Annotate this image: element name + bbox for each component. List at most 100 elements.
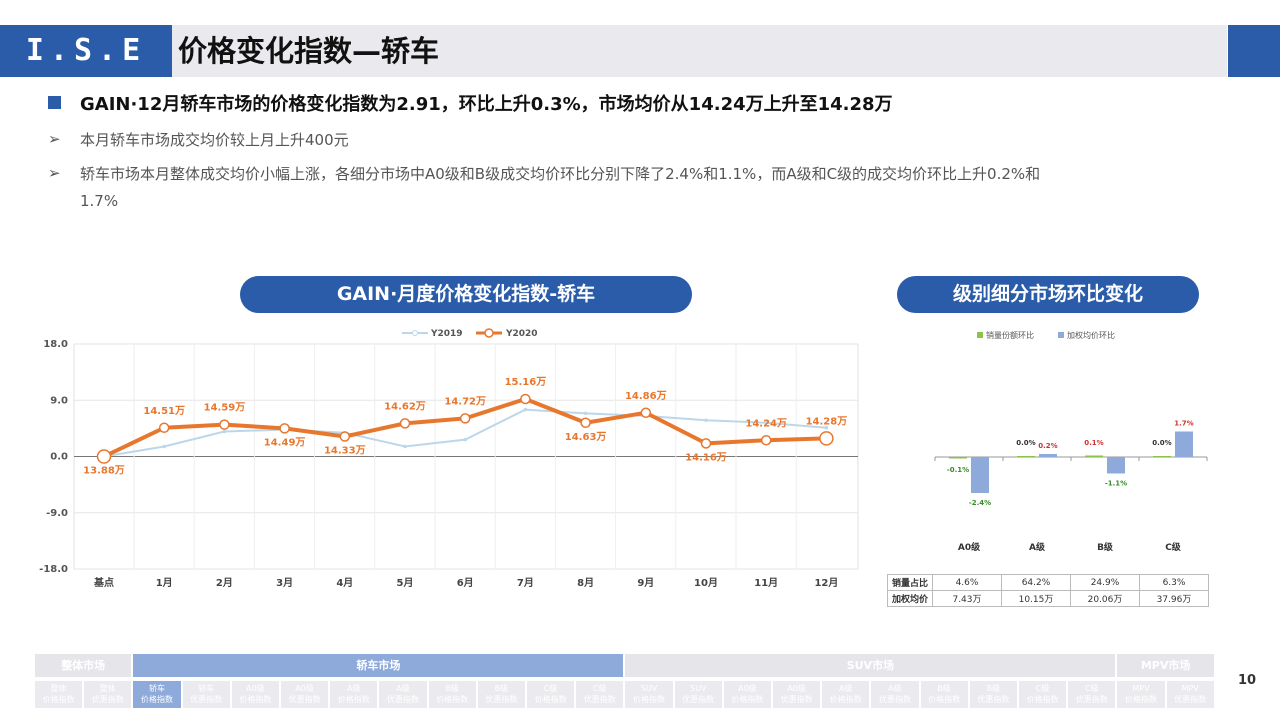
data-point-y2019 (523, 407, 528, 412)
table-cell: 10.15万 (1001, 590, 1071, 607)
data-label-price: -1.1% (1105, 480, 1127, 488)
x-tick-label: 4月 (336, 577, 353, 589)
data-label-share: 0.0% (1152, 439, 1171, 447)
nav-item-sublabel: 价格指数 (928, 695, 961, 704)
nav-item[interactable]: A0级 价格指数 (231, 681, 279, 708)
nav-item-label: 整体 (50, 684, 67, 693)
nav-item[interactable]: A级优惠指数 (871, 681, 919, 708)
nav-item[interactable]: C级 优惠指数 (1068, 681, 1116, 708)
x-tick-label: 3月 (276, 577, 293, 589)
data-label-share: -0.1% (947, 466, 969, 474)
legend-label-price: 加权均价环比 (1067, 330, 1115, 340)
data-label-y2020: 15.16万 (505, 376, 547, 388)
nav-item-sublabel: 价格指数 (436, 695, 469, 704)
nav-item[interactable]: A级 价格指数 (330, 681, 378, 708)
nav-item-label: C级 (543, 684, 558, 693)
data-label-y2020: 14.86万 (625, 390, 667, 402)
data-label-y2020: 13.88万 (83, 465, 125, 477)
table-cell: 20.06万 (1070, 590, 1140, 607)
data-point-y2019 (704, 418, 708, 423)
category-label: A0级 (958, 541, 981, 553)
nav-item[interactable]: B级价格指数 (920, 681, 968, 708)
summary-bullet-2-continued: 1.7% (80, 192, 119, 210)
header-accent-block (1228, 25, 1280, 77)
nav-item-label: B级 (937, 684, 951, 693)
nav-item[interactable]: A级价格指数 (822, 681, 870, 708)
nav-item-label: C级 (592, 684, 607, 693)
table-row: 销量占比 4.6% 64.2% 24.9% 6.3% (887, 574, 1209, 591)
x-tick-label: 5月 (397, 577, 414, 589)
nav-item-sublabel: 价格指数 (829, 695, 862, 704)
nav-item[interactable]: C级 价格指数 (527, 681, 575, 708)
nav-item[interactable]: A0级 优惠指数 (773, 681, 821, 708)
bar-price (1039, 454, 1057, 457)
nav-item-sublabel: 优惠指数 (485, 695, 518, 704)
nav-item[interactable]: SUV 优惠指数 (674, 681, 722, 708)
nav-section-4[interactable]: MPV市场 (1117, 654, 1214, 677)
nav-item-sublabel: 价格指数 (42, 695, 75, 704)
category-label: C级 (1165, 541, 1182, 553)
table-cell: 24.9% (1070, 574, 1140, 591)
section-navigation: 整体市场 轿车市场 SUV市场 MPV市场 整体 价格指数 整体 优惠指数 轿车 价格指数 轿车 优惠… (35, 654, 1225, 708)
data-label-y2020: 14.59万 (204, 402, 246, 414)
data-point-y2020 (219, 419, 230, 430)
data-label-y2020: 14.49万 (264, 436, 306, 448)
bar-share (1085, 455, 1103, 457)
summary-bullet-1: 本月轿车市场成交均价较上月上升400元 (80, 131, 349, 149)
data-label-y2020: 14.51万 (143, 405, 185, 417)
nav-item-label: A级 (839, 684, 853, 693)
category-label: A级 (1029, 541, 1046, 553)
nav-item-label: C级 (1035, 684, 1050, 693)
nav-item[interactable]: MPV 优惠指数 (1166, 681, 1214, 708)
nav-item-sublabel: 价格指数 (1124, 695, 1157, 704)
nav-item[interactable]: B级 优惠指数 (969, 681, 1017, 708)
nav-item[interactable]: 整体 价格指数 (35, 681, 83, 708)
x-tick-label: 6月 (457, 577, 474, 589)
nav-item-sublabel: 优惠指数 (682, 695, 715, 704)
data-label-y2020: 14.28万 (806, 415, 848, 427)
nav-section-1[interactable]: 整体市场 (35, 654, 132, 677)
data-point-y2020 (760, 435, 772, 446)
nav-item[interactable]: 整体 优惠指数 (84, 681, 132, 708)
data-point-y2019 (764, 420, 768, 425)
nav-item[interactable]: 轿车 价格指数 (133, 681, 181, 708)
data-point-y2019 (162, 444, 166, 449)
data-point-y2019 (403, 444, 407, 449)
nav-item[interactable]: B级 价格指数 (428, 681, 476, 708)
nav-item[interactable]: C级优惠指数 (576, 681, 624, 708)
table-cell: 6.3% (1139, 574, 1209, 591)
nav-item-label: A0级 (738, 684, 757, 693)
data-label-y2020: 14.62万 (384, 400, 426, 412)
nav-item[interactable]: MPV 价格指数 (1117, 681, 1165, 708)
table-cell: 7.43万 (932, 590, 1002, 607)
nav-item[interactable]: A级 优惠指数 (379, 681, 427, 708)
nav-item[interactable]: A0级 优惠指数 (281, 681, 329, 708)
bar-share (1017, 456, 1035, 457)
bar-chart-title: 级别细分市场环比变化 (897, 276, 1199, 313)
nav-item[interactable]: A0级 价格指数 (723, 681, 771, 708)
grade-table: 销量占比 4.6% 64.2% 24.9% 6.3% 加权均价 7.43万 10… (887, 574, 1209, 607)
row-header: 加权均价 (887, 590, 933, 607)
nav-item-label: MPV (1181, 684, 1199, 693)
line-chart-title: GAIN·月度价格变化指数-轿车 (240, 276, 692, 313)
nav-item[interactable]: B级 优惠指数 (477, 681, 525, 708)
nav-item-sublabel: 优惠指数 (780, 695, 813, 704)
x-tick-label: 7月 (517, 577, 534, 589)
nav-item-sublabel: 价格指数 (239, 695, 272, 704)
arrow-bullet-icon: ➢ (48, 130, 61, 148)
nav-item-sublabel: 优惠指数 (878, 695, 911, 704)
y-tick-label: 9.0 (50, 395, 68, 406)
nav-item-sublabel: 优惠指数 (583, 695, 616, 704)
nav-item-label: SUV (640, 684, 658, 693)
nav-item[interactable]: 轿车 优惠指数 (182, 681, 230, 708)
table-cell: 64.2% (1001, 574, 1071, 591)
nav-item[interactable]: C级 价格指数 (1019, 681, 1067, 708)
data-label-y2020: 14.16万 (685, 451, 727, 463)
nav-item-label: A级 (888, 684, 902, 693)
nav-item[interactable]: SUV 价格指数 (625, 681, 673, 708)
nav-item-sublabel: 价格指数 (632, 695, 665, 704)
nav-item-label: A级 (347, 684, 361, 693)
page-title: 价格变化指数—轿车 (178, 34, 440, 68)
nav-section-2[interactable]: 轿车市场 (133, 654, 624, 677)
nav-section-3[interactable]: SUV市场 (625, 654, 1116, 677)
